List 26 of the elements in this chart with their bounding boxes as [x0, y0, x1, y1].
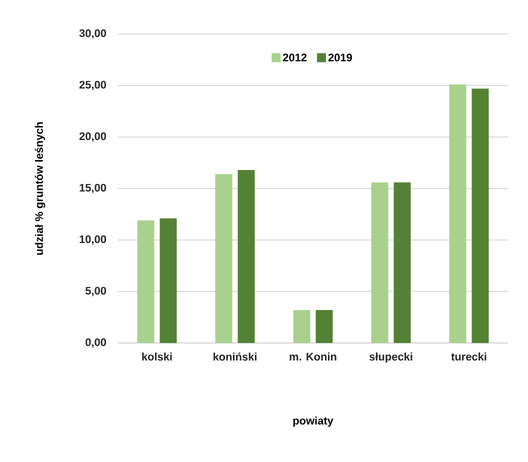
- x-tick-label: turecki: [451, 352, 486, 361]
- y-tick-label: 20,00: [79, 132, 106, 142]
- x-tick-label: słupecki: [369, 352, 412, 363]
- y-tick-label: 25,00: [79, 80, 106, 90]
- bar: [472, 88, 489, 343]
- bar: [160, 218, 177, 343]
- bar: [215, 174, 232, 343]
- x-tick-label: m. Konin: [290, 352, 336, 361]
- bar: [371, 182, 388, 343]
- x-axis-title: powiaty: [293, 416, 334, 427]
- y-axis-title: udział % gruntów leśnych: [34, 122, 46, 255]
- y-tick-label: 10,00: [80, 235, 106, 245]
- y-tick-label: 0,00: [86, 338, 106, 348]
- y-tick-label: 5,00: [85, 286, 106, 296]
- bar: [293, 310, 310, 343]
- y-tick-label: 30,00: [79, 29, 106, 39]
- bar: [238, 170, 255, 343]
- bar: [394, 182, 411, 343]
- x-tick-label: kolski: [142, 352, 172, 361]
- bar: [449, 84, 466, 343]
- bar: [137, 220, 154, 343]
- y-tick-label: 15,00: [80, 184, 106, 194]
- legend-label: 2019: [328, 54, 352, 62]
- legend-label: 2012: [283, 54, 307, 62]
- bar: [316, 310, 333, 343]
- x-tick-label: koniński: [214, 352, 256, 361]
